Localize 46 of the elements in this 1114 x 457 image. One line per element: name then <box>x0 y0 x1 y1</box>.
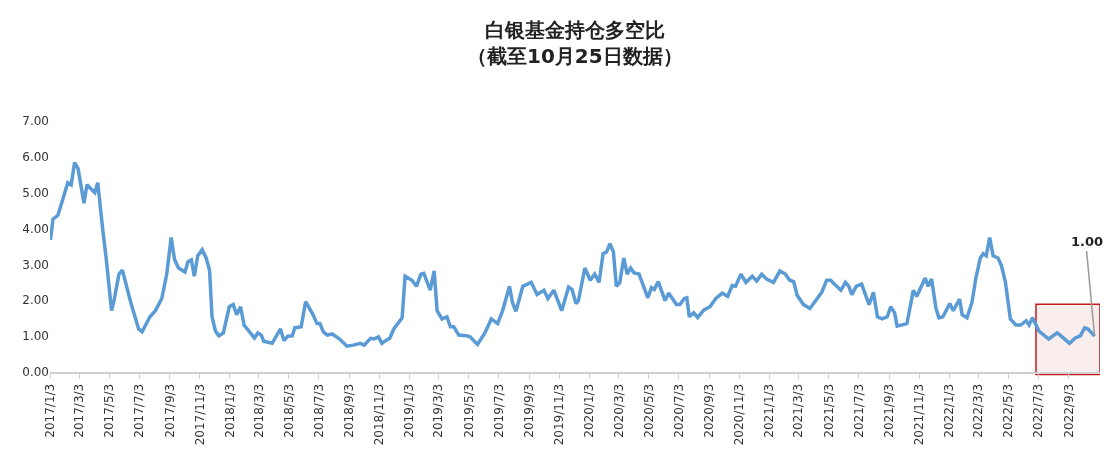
x-tick-label: 2021/9/3 <box>882 383 897 438</box>
x-tick-label: 2021/11/3 <box>912 383 927 446</box>
y-tick-label: 3.00 <box>22 257 49 272</box>
y-tick-label: 6.00 <box>22 150 49 165</box>
y-tick-label: 4.00 <box>22 221 49 236</box>
x-tick-label: 2017/5/3 <box>102 383 116 438</box>
x-tick-label: 2017/7/3 <box>132 383 147 438</box>
y-tick-label: 1.00 <box>22 329 49 344</box>
x-tick-label: 2021/3/3 <box>791 383 806 438</box>
x-tick-label: 2020/11/3 <box>732 383 747 446</box>
x-tick-label: 2018/7/3 <box>311 383 326 438</box>
x-tick-label: 2022/5/3 <box>1001 383 1016 438</box>
x-tick-label: 2021/5/3 <box>821 383 836 438</box>
x-tick-label: 2021/1/3 <box>762 383 777 438</box>
x-tick-label: 2019/1/3 <box>402 383 417 438</box>
y-tick-label: 2.00 <box>22 293 49 308</box>
x-tick-label: 2019/11/3 <box>552 383 567 446</box>
x-tick-label: 2019/5/3 <box>461 383 476 438</box>
x-tick-label: 2020/7/3 <box>671 383 686 438</box>
x-tick-label: 2018/1/3 <box>222 383 237 438</box>
x-tick-label: 2022/3/3 <box>971 383 986 438</box>
x-tick-label: 2020/1/3 <box>582 383 597 438</box>
x-tick-label: 2019/3/3 <box>431 383 446 438</box>
x-tick-label: 2017/3/3 <box>71 383 86 438</box>
x-tick-label: 2017/9/3 <box>162 383 177 438</box>
x-tick-label: 2020/9/3 <box>702 383 717 438</box>
x-tick-label: 2018/11/3 <box>372 383 387 446</box>
annotation: 1.00 <box>1071 234 1104 249</box>
y-tick-label: 0.00 <box>22 365 49 380</box>
x-tick-label: 2022/1/3 <box>942 383 957 438</box>
x-tick-label: 2018/5/3 <box>281 383 296 438</box>
x-tick-label: 2017/1/3 <box>42 383 57 438</box>
x-tick-label: 2021/7/3 <box>851 383 866 438</box>
x-tick-label: 2017/11/3 <box>192 383 207 446</box>
x-tick-label: 2018/3/3 <box>251 383 266 438</box>
y-tick-label: 5.00 <box>22 185 49 200</box>
chart-title: 白银基金持仓多空比 <box>484 18 665 42</box>
y-tick-label: 7.00 <box>22 114 49 129</box>
x-tick-label: 2018/9/3 <box>342 383 357 438</box>
x-tick-label: 2020/3/3 <box>611 383 626 438</box>
x-tick-label: 2020/5/3 <box>641 383 656 438</box>
x-tick-label: 2022/7/3 <box>1031 383 1046 438</box>
x-tick-label: 2019/9/3 <box>522 383 537 438</box>
chart-subtitle: （截至10月25日数据） <box>467 44 683 68</box>
x-tick-label: 2022/9/3 <box>1061 383 1076 438</box>
x-tick-label: 2019/7/3 <box>491 383 506 438</box>
